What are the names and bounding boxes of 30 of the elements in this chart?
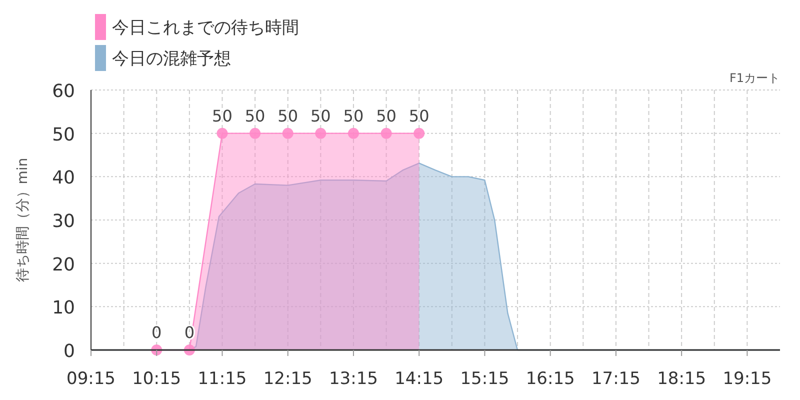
y-tick-label: 10 xyxy=(52,298,75,319)
x-tick-label: 09:15 xyxy=(66,369,116,389)
y-tick-label: 60 xyxy=(52,81,75,102)
y-tick-label: 0 xyxy=(64,341,75,362)
data-label: 50 xyxy=(244,106,266,126)
y-tick-label: 30 xyxy=(52,211,75,232)
x-tick-label: 18:15 xyxy=(657,369,706,389)
data-label: 0 xyxy=(152,323,162,342)
data-label: 50 xyxy=(212,106,232,126)
y-tick-label: 40 xyxy=(52,168,75,189)
x-tick-label: 17:15 xyxy=(591,369,640,389)
x-tick-label: 16:15 xyxy=(526,369,575,389)
legend-label: 今日の混雑予想 xyxy=(112,49,231,69)
data-label: 50 xyxy=(408,106,430,126)
data-label: 50 xyxy=(343,106,364,126)
x-tick-label: 13:15 xyxy=(328,369,378,389)
x-tick-label: 10:15 xyxy=(132,369,182,389)
x-tick-label: 14:15 xyxy=(394,369,444,389)
y-tick-label: 20 xyxy=(52,254,75,276)
y-axis-title: 待ち時間（分）min xyxy=(15,158,31,282)
data-label: 50 xyxy=(376,106,396,126)
x-tick-label: 15:15 xyxy=(460,369,510,389)
legend-label: 今日これまでの待ち時間 xyxy=(112,18,299,38)
x-tick-label: 11:15 xyxy=(198,369,247,389)
x-tick-label: 19:15 xyxy=(722,369,772,389)
x-tick-label: 12:15 xyxy=(263,369,312,389)
y-tick-label: 50 xyxy=(52,124,75,146)
data-label: 50 xyxy=(310,106,331,126)
data-label: 50 xyxy=(278,106,298,126)
text: F1カート xyxy=(729,71,780,85)
